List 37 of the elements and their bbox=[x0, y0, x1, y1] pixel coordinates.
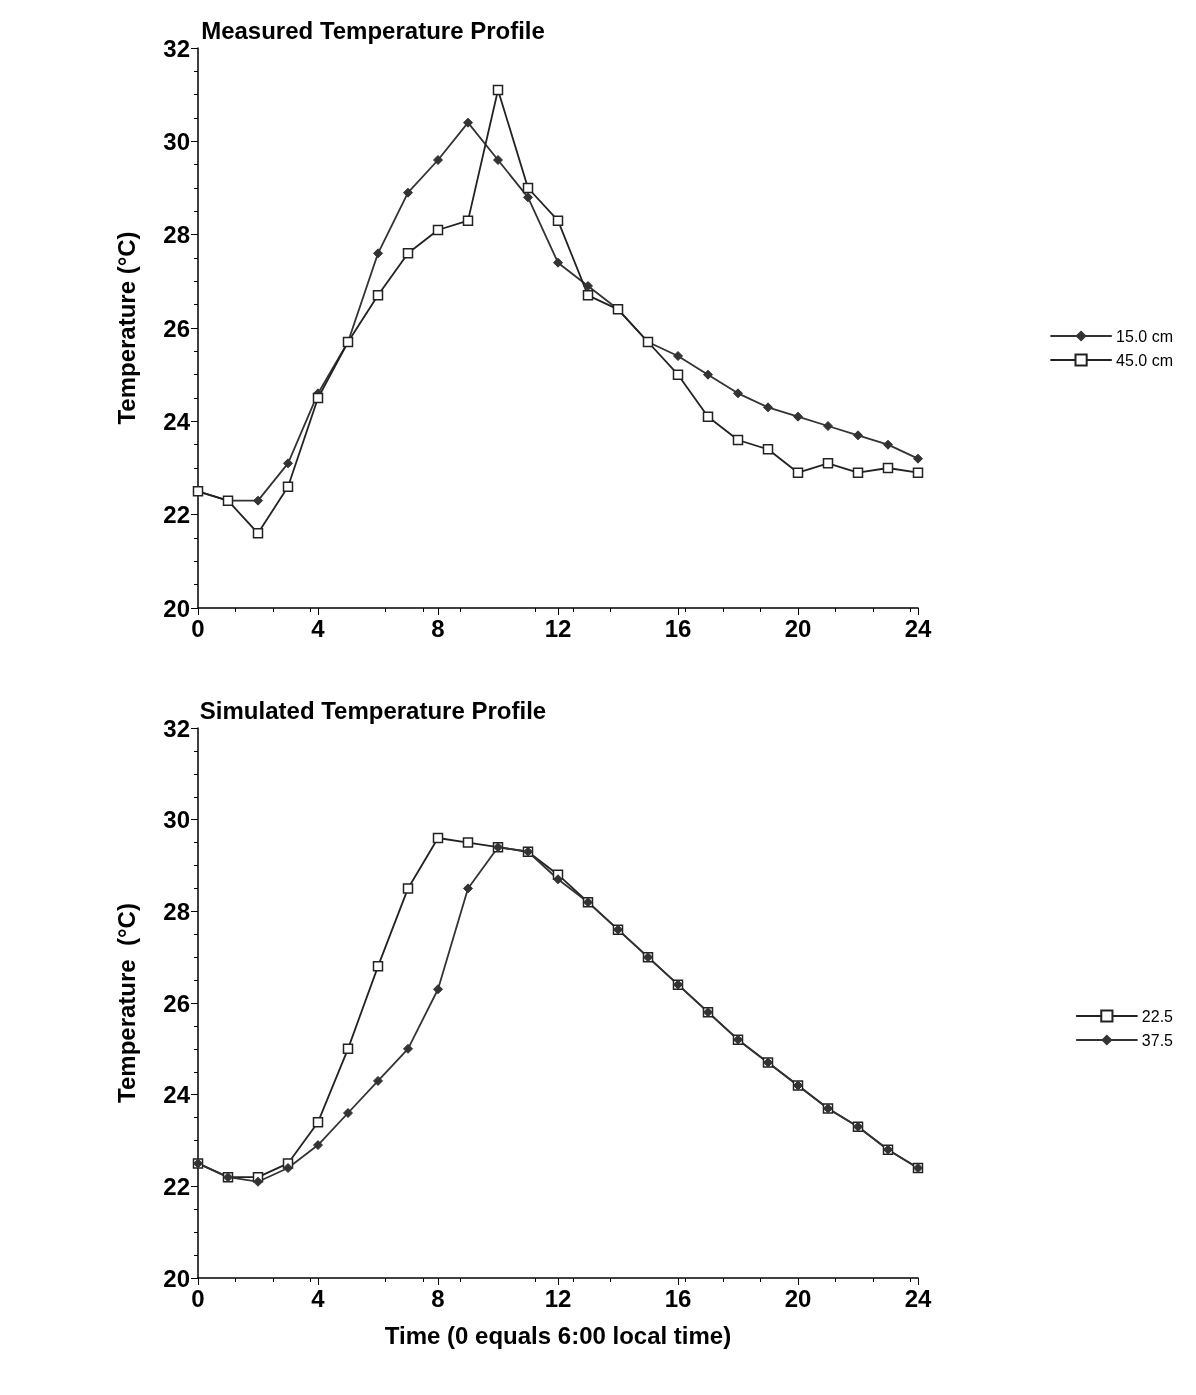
x-tick-label: 4 bbox=[311, 1284, 326, 1312]
chart-title: Simulated Temperature Profile bbox=[199, 696, 547, 724]
x-tick-label: 12 bbox=[544, 614, 572, 642]
x-tick-label: 16 bbox=[664, 1284, 692, 1312]
legend-label: 37.5 bbox=[1141, 1031, 1174, 1049]
y-tick-label: 28 bbox=[163, 221, 190, 249]
x-tick-label: 20 bbox=[784, 1284, 812, 1312]
y-tick-label: 30 bbox=[163, 806, 190, 834]
x-tick-label: 4 bbox=[311, 614, 326, 642]
x-tick-label: 20 bbox=[784, 614, 812, 642]
y-axis-title: Temperature (°C) bbox=[112, 903, 140, 1103]
x-tick-label: 16 bbox=[664, 614, 692, 642]
legend-label: 15.0 cm bbox=[1116, 327, 1174, 345]
legend-label: 22.5 bbox=[1141, 1007, 1174, 1025]
y-tick-label: 20 bbox=[163, 1264, 190, 1292]
x-tick-label: 0 bbox=[191, 614, 205, 642]
x-tick-label: 8 bbox=[431, 614, 445, 642]
y-tick-label: 28 bbox=[163, 897, 190, 925]
y-tick-label: 32 bbox=[163, 714, 190, 742]
x-tick-label: 24 bbox=[904, 614, 932, 642]
y-tick-label: 22 bbox=[163, 1172, 190, 1200]
y-tick-label: 26 bbox=[163, 989, 190, 1017]
y-tick-label: 26 bbox=[163, 314, 190, 342]
chart-title: Measured Temperature Profile bbox=[201, 16, 545, 44]
y-tick-label: 24 bbox=[163, 1081, 191, 1109]
y-tick-label: 22 bbox=[163, 501, 190, 529]
y-tick-label: 32 bbox=[163, 34, 190, 62]
y-tick-label: 24 bbox=[163, 407, 191, 435]
y-tick-label: 20 bbox=[163, 594, 190, 622]
x-tick-label: 12 bbox=[544, 1284, 572, 1312]
legend-label: 45.0 cm bbox=[1116, 351, 1174, 369]
y-tick-label: 30 bbox=[163, 127, 190, 155]
y-axis-title: Temperature (°C) bbox=[112, 231, 140, 425]
x-tick-label: 24 bbox=[904, 1284, 932, 1312]
x-tick-label: 8 bbox=[431, 1284, 445, 1312]
x-tick-label: 0 bbox=[191, 1284, 205, 1312]
x-axis-title: Time (0 equals 6:00 local time) bbox=[384, 1321, 732, 1349]
